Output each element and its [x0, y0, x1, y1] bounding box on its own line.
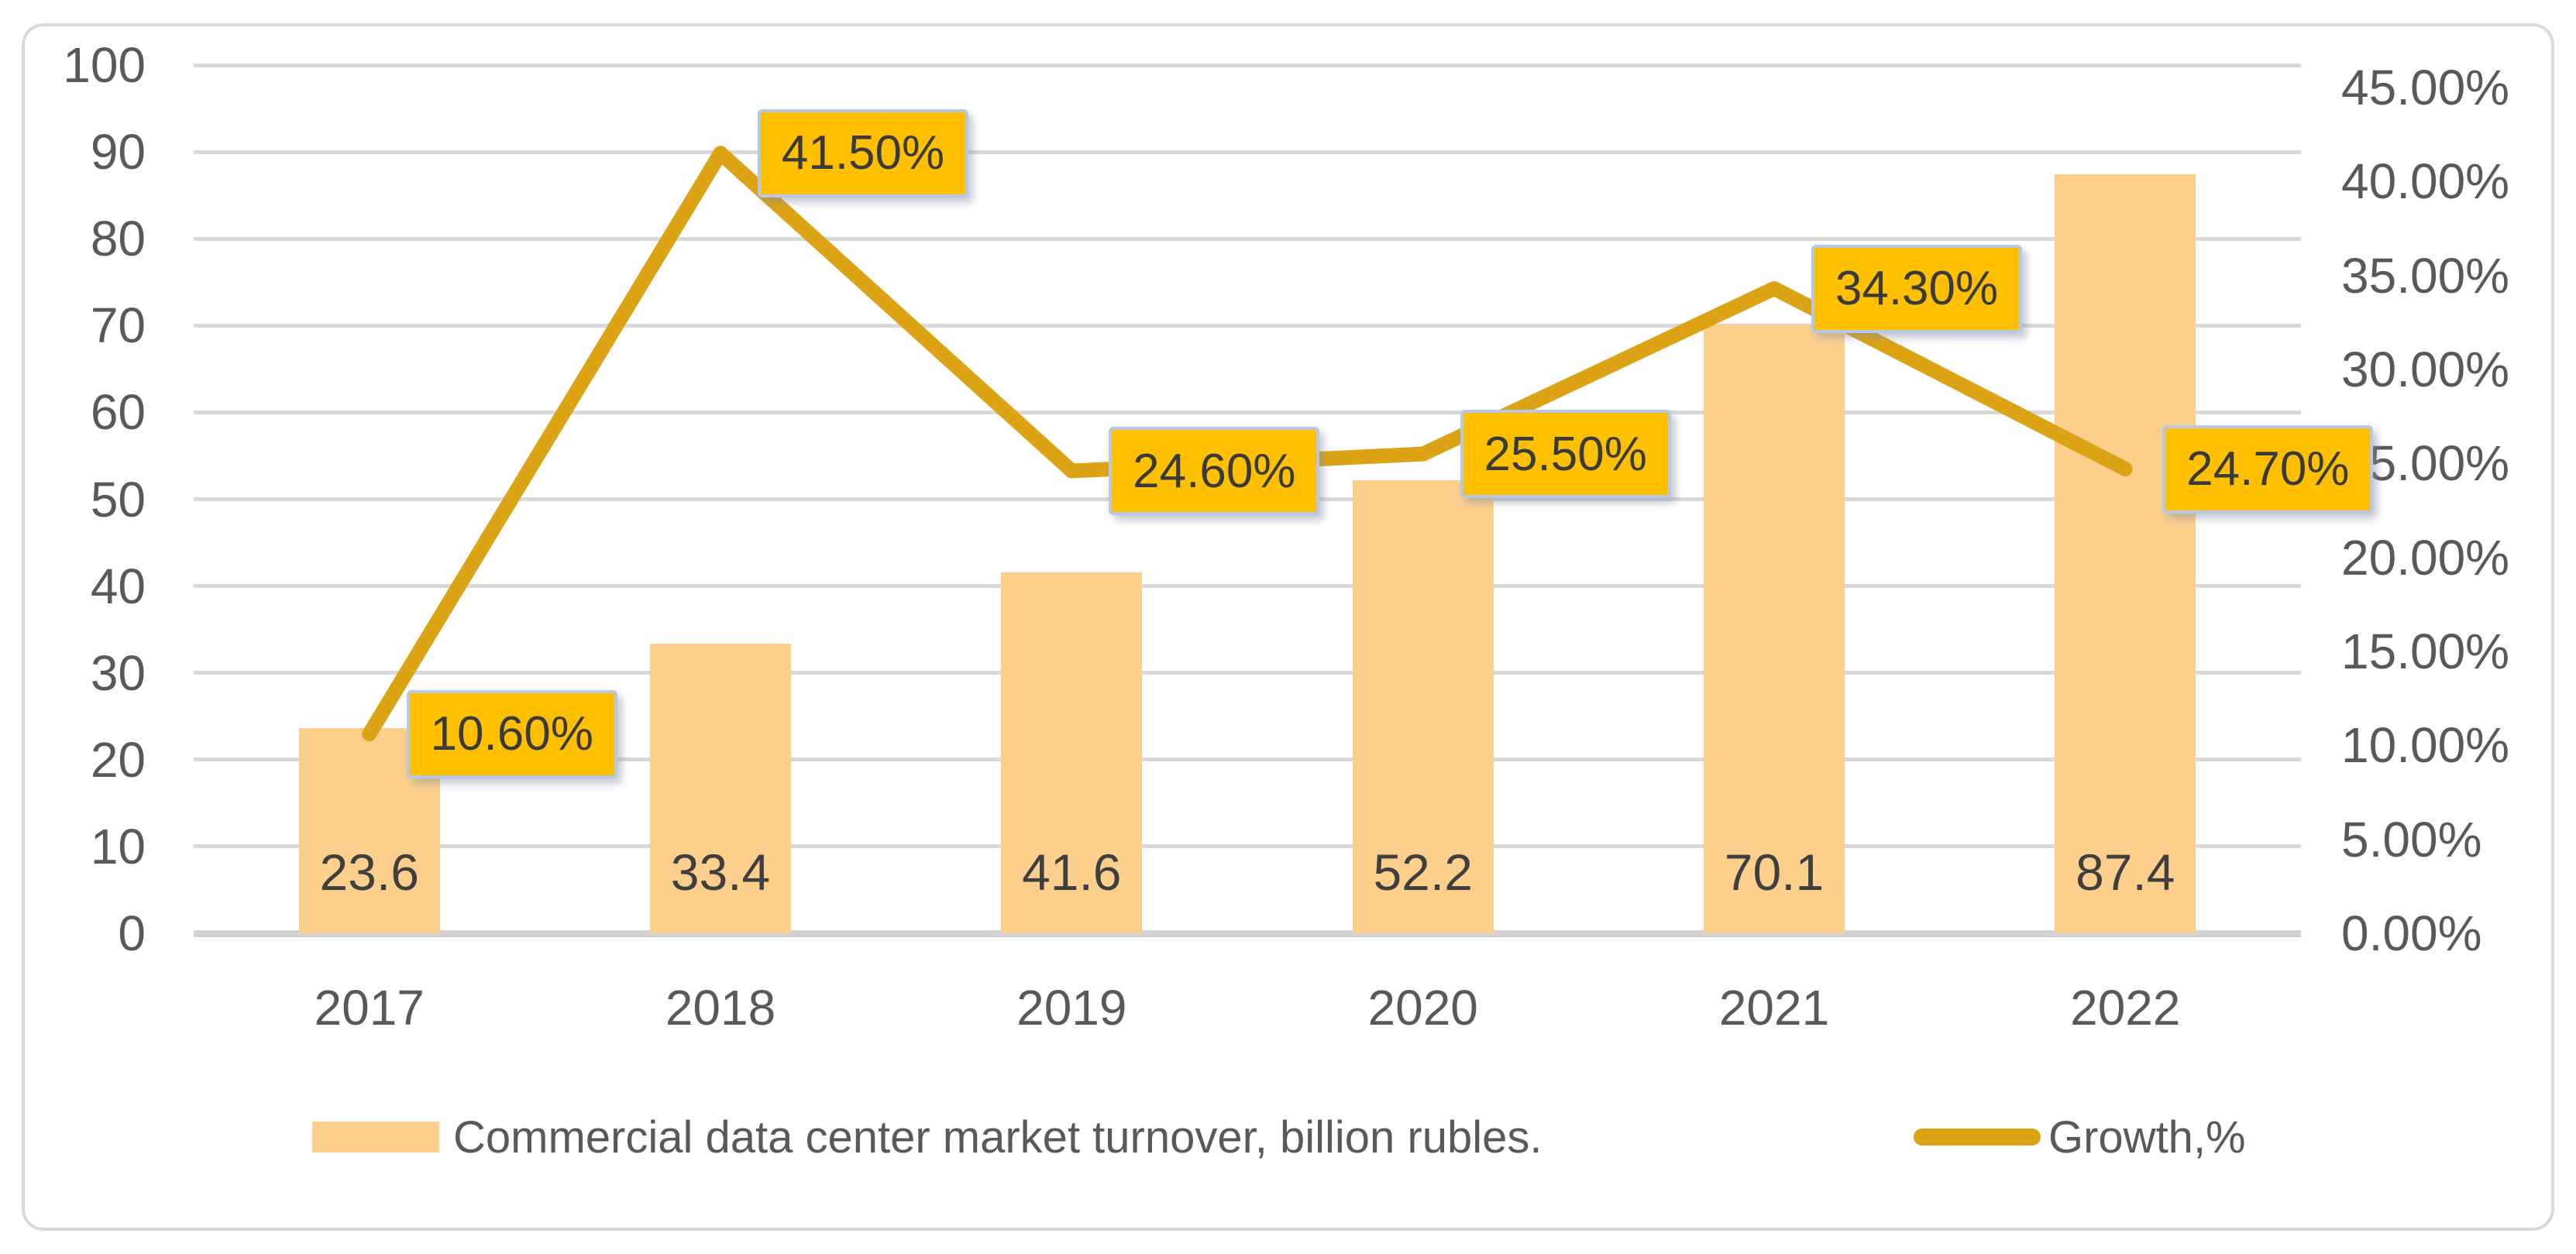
bar-value-label-2021: 70.1 — [1724, 843, 1825, 901]
x-axis-label-2019: 2019 — [1016, 980, 1127, 1036]
gridline — [194, 149, 2301, 154]
left-axis-tick-label: 90 — [90, 124, 146, 180]
left-axis-tick-label: 0 — [118, 905, 146, 961]
left-axis-tick-label: 30 — [90, 644, 146, 701]
growth-callout-2017: 10.60% — [406, 689, 617, 778]
right-axis-tick-label: 0.00% — [2341, 905, 2482, 961]
right-axis-tick-label: 30.00% — [2341, 341, 2510, 397]
right-axis-tick-label: 15.00% — [2341, 624, 2510, 679]
gridline — [194, 410, 2301, 414]
gridline — [194, 236, 2301, 241]
growth-callout-2020: 25.50% — [1460, 410, 1671, 499]
growth-callout-2018: 41.50% — [758, 108, 968, 198]
gridline — [194, 671, 2301, 675]
gridline — [194, 323, 2301, 328]
right-axis-tick-label: 20.00% — [2341, 529, 2510, 586]
bar-value-label-2018: 33.4 — [670, 843, 771, 901]
bar-2019 — [1001, 572, 1143, 933]
x-axis-line — [194, 929, 2301, 937]
left-axis-tick-label: 40 — [90, 558, 146, 614]
gridline — [194, 758, 2301, 762]
bar-2021 — [1704, 325, 1845, 933]
bar-value-label-2017: 23.6 — [319, 843, 419, 901]
x-axis-label-2020: 2020 — [1367, 980, 1478, 1036]
right-axis-tick-label: 5.00% — [2341, 811, 2482, 867]
x-axis-label-2017: 2017 — [314, 980, 425, 1036]
bar-value-label-2019: 41.6 — [1022, 843, 1122, 901]
gridline — [194, 844, 2301, 849]
left-axis-tick-label: 60 — [90, 384, 146, 441]
bar-value-label-2022: 87.4 — [2076, 843, 2175, 901]
right-axis-tick-label: 10.00% — [2341, 717, 2510, 774]
right-axis-tick-label: 45.00% — [2341, 59, 2510, 115]
left-axis-tick-label: 20 — [90, 731, 146, 788]
growth-callout-2022: 24.70% — [2162, 424, 2374, 514]
growth-callout-2021: 34.30% — [1811, 244, 2022, 333]
left-axis-tick-label: 100 — [63, 37, 146, 93]
x-axis-label-2018: 2018 — [665, 980, 776, 1036]
growth-callout-2019: 24.60% — [1109, 427, 1320, 515]
x-axis-label-2021: 2021 — [1718, 980, 1830, 1036]
left-axis-tick-label: 50 — [90, 471, 146, 527]
bar-2018 — [650, 643, 791, 933]
gridline — [194, 584, 2301, 589]
bar-value-label-2020: 52.2 — [1373, 843, 1473, 901]
gridline — [194, 63, 2301, 67]
bar-2022 — [2055, 174, 2196, 933]
right-axis-tick-label: 35.00% — [2341, 247, 2510, 304]
bar-2020 — [1352, 479, 1494, 933]
left-axis-tick-label: 10 — [90, 818, 146, 874]
left-axis-tick-label: 70 — [90, 297, 146, 354]
left-axis-tick-label: 80 — [90, 211, 146, 267]
x-axis-label-2022: 2022 — [2070, 980, 2181, 1036]
right-axis-tick-label: 40.00% — [2341, 153, 2510, 210]
